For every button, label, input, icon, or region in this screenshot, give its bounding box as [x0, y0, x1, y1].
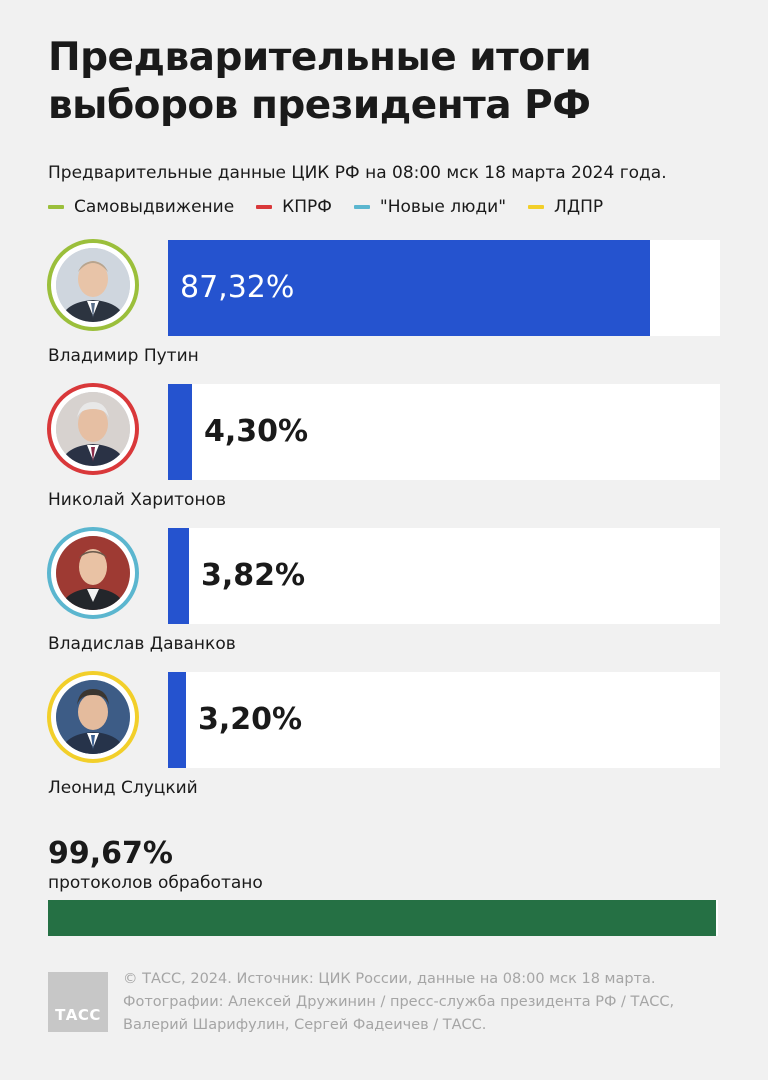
footer-line: Валерий Шарифулин, Сергей Фадеичев / ТАС… — [123, 1017, 487, 1033]
protocols-processed-label: протоколов обработано — [48, 873, 263, 893]
chart-title: Предварительные итоги выборов президента… — [48, 35, 592, 128]
candidate-photo — [47, 239, 139, 331]
tass-logo: ТАСС — [48, 972, 108, 1032]
protocols-progress-track — [48, 900, 718, 936]
bar — [168, 240, 650, 336]
bar-value-label: 3,20% — [198, 702, 303, 737]
footer-line: Фотографии: Алексей Дружинин / пресс-слу… — [123, 994, 675, 1010]
legend-item: Самовыдвижение — [48, 197, 234, 217]
legend: Самовыдвижение КПРФ "Новые люди" ЛДПР — [48, 196, 625, 218]
candidate-name: Николай Харитонов — [48, 490, 226, 510]
candidate-row: 3,20% Леонид Слуцкий — [0, 671, 768, 815]
footer-line: © ТАСС, 2024. Источник: ЦИК России, данн… — [123, 971, 656, 987]
protocols-progress-bar — [48, 900, 716, 936]
portrait-icon — [56, 680, 130, 754]
bar-track: 87,32% — [168, 240, 720, 336]
candidate-photo — [47, 671, 139, 763]
portrait-icon — [56, 392, 130, 466]
candidate-row: 87,32% Владимир Путин — [0, 239, 768, 383]
footer-credits: © ТАСС, 2024. Источник: ЦИК России, данн… — [123, 968, 743, 1037]
bar — [168, 672, 186, 768]
bar-track: 4,30% — [168, 384, 720, 480]
legend-swatch — [353, 205, 370, 209]
legend-label: "Новые люди" — [379, 197, 507, 217]
candidate-name: Владислав Даванков — [48, 634, 236, 654]
bar-value-label: 4,30% — [204, 414, 309, 449]
legend-item: ЛДПР — [528, 197, 603, 217]
bar — [168, 528, 189, 624]
legend-item: КПРФ — [256, 197, 332, 217]
tass-logo-text: ТАСС — [55, 1006, 101, 1024]
legend-swatch — [48, 205, 64, 209]
legend-label: КПРФ — [282, 197, 332, 217]
protocols-processed-value: 99,67% — [48, 836, 173, 871]
legend-label: ЛДПР — [554, 197, 604, 217]
portrait-icon — [56, 536, 130, 610]
candidate-photo — [47, 527, 139, 619]
bar-track: 3,20% — [168, 672, 720, 768]
legend-label: Самовыдвижение — [74, 197, 235, 217]
candidate-name: Владимир Путин — [48, 346, 199, 366]
bar-value-label: 87,32% — [180, 270, 295, 305]
bar — [168, 384, 192, 480]
chart-subtitle: Предварительные данные ЦИК РФ на 08:00 м… — [48, 163, 667, 183]
candidate-name: Леонид Слуцкий — [48, 778, 198, 798]
legend-item: "Новые люди" — [353, 197, 507, 217]
legend-swatch — [256, 205, 273, 209]
portrait-icon — [56, 248, 130, 322]
legend-swatch — [528, 205, 545, 209]
candidate-row: 4,30% Николай Харитонов — [0, 383, 768, 527]
bar-track: 3,82% — [168, 528, 720, 624]
bar-value-label: 3,82% — [201, 558, 306, 593]
candidate-photo — [47, 383, 139, 475]
candidate-row: 3,82% Владислав Даванков — [0, 527, 768, 671]
